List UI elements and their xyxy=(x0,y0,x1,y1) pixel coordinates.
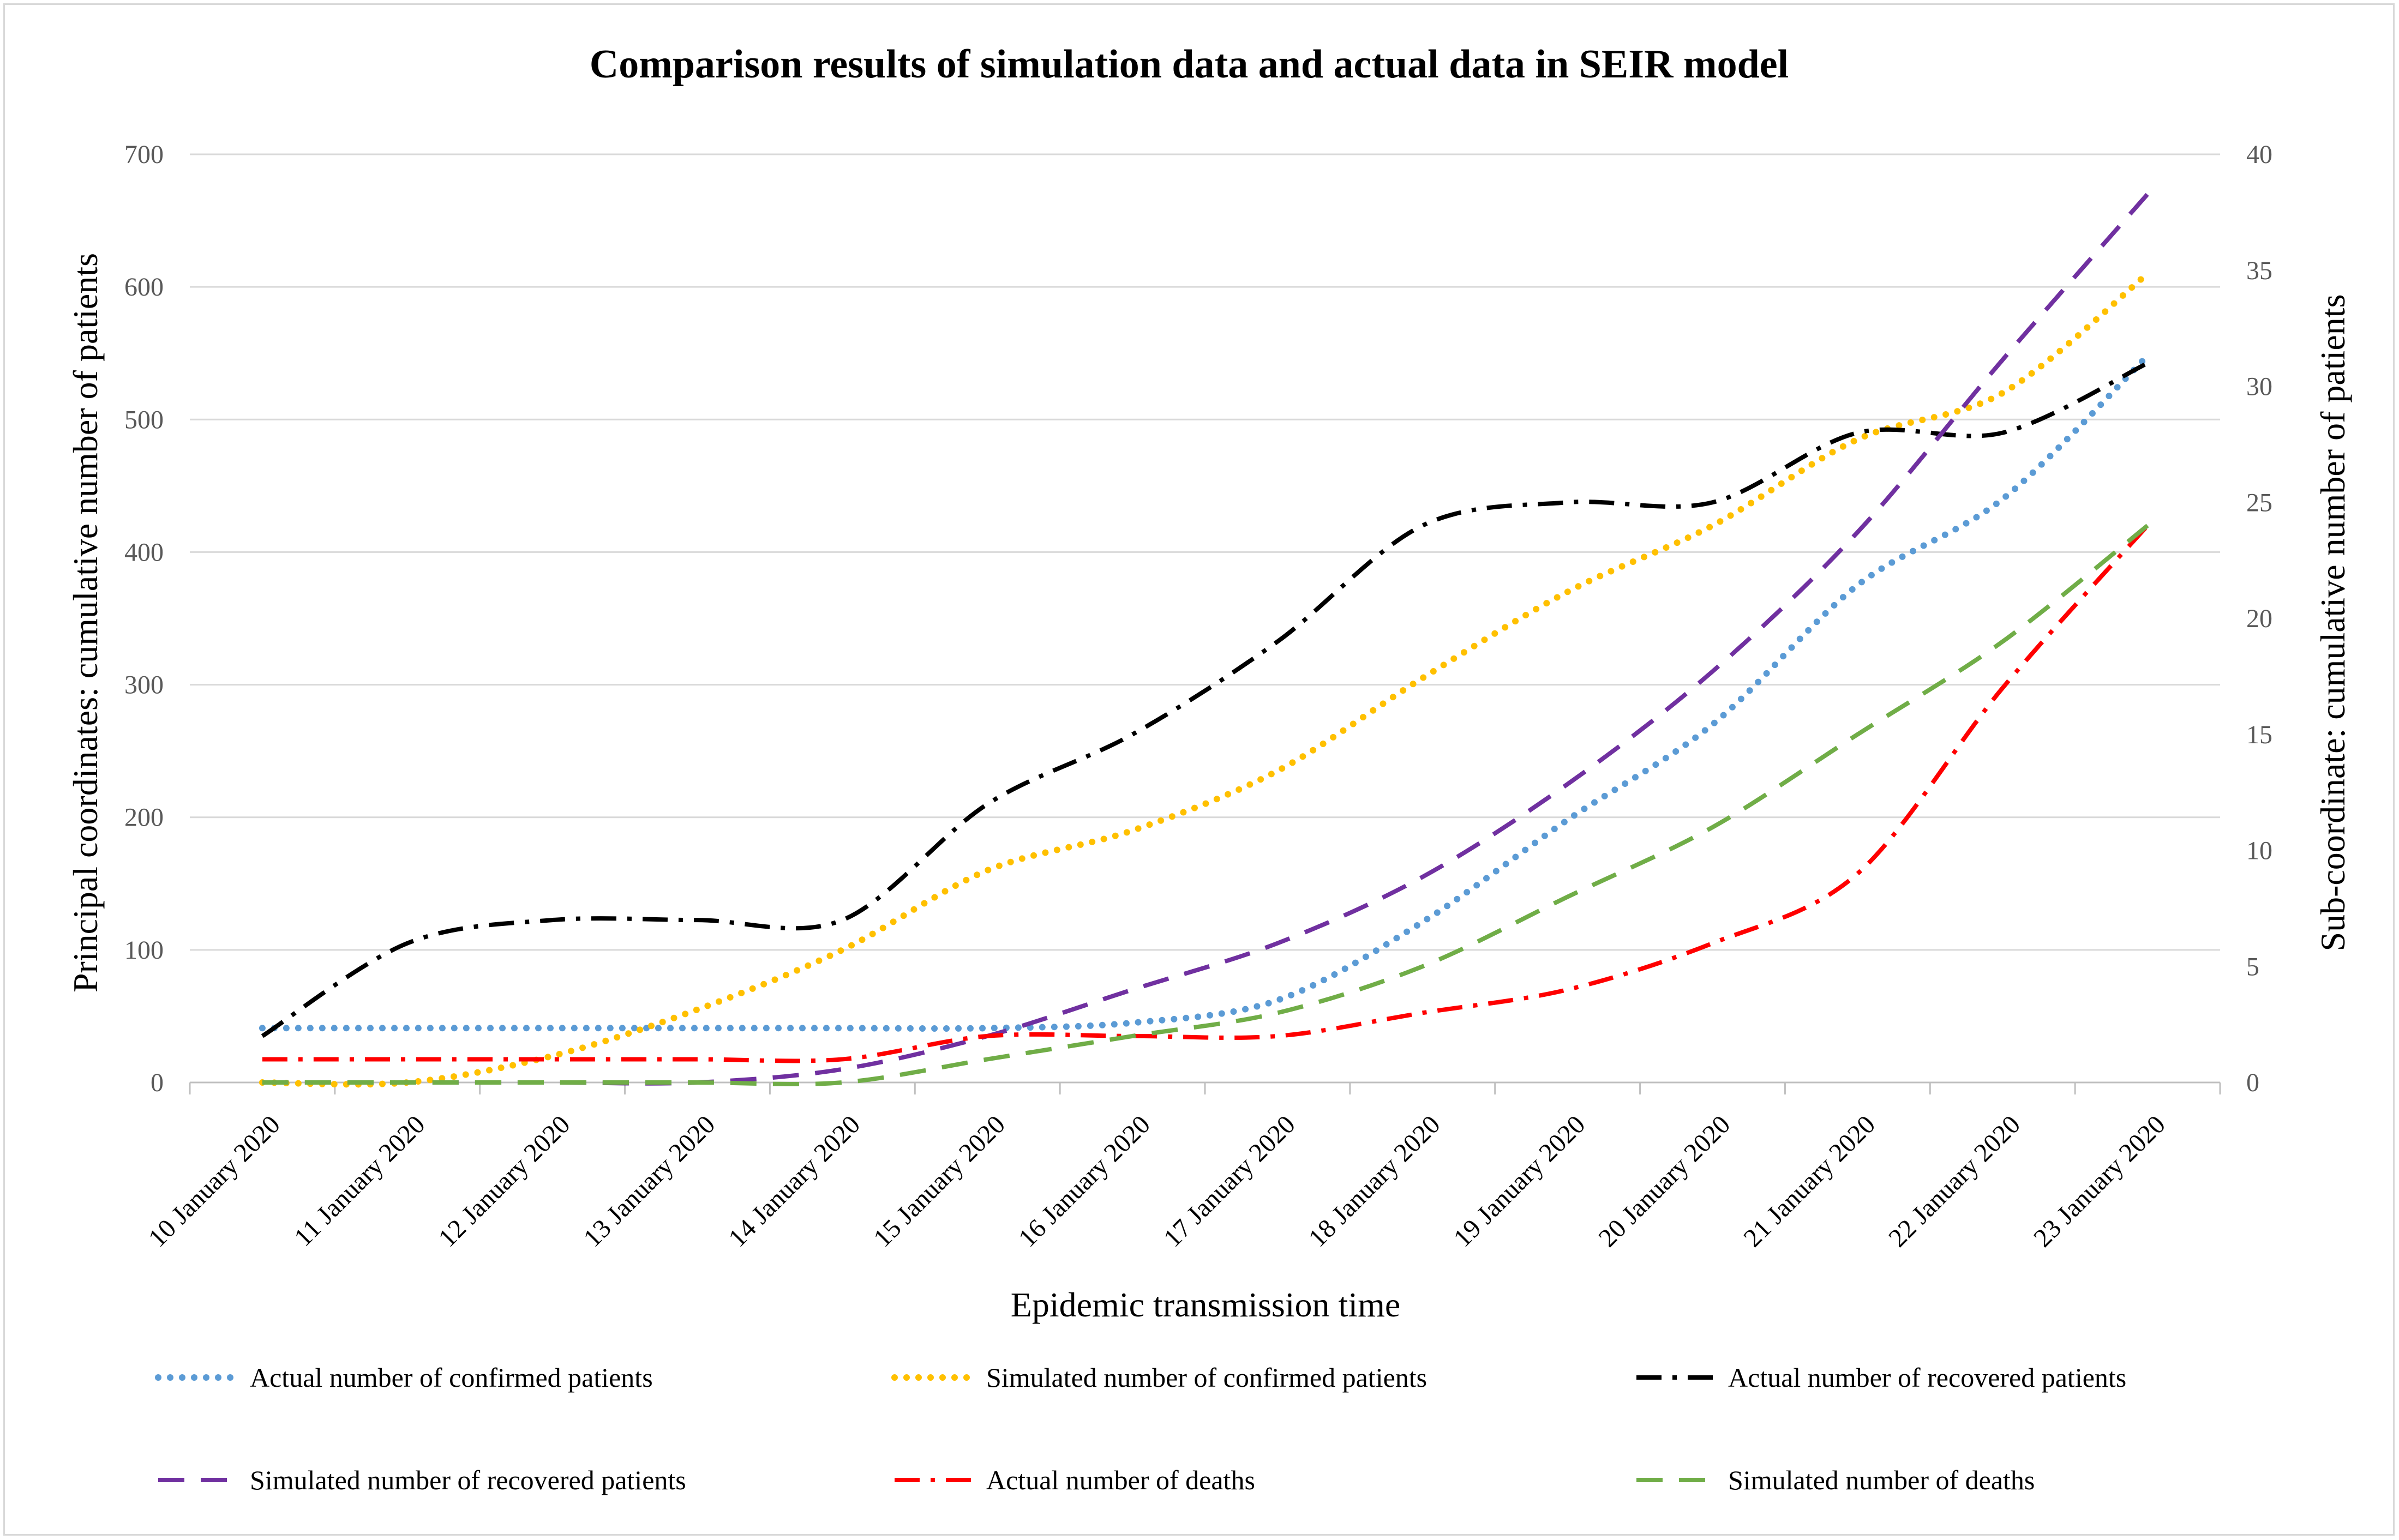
x-tick-label: 10 January 2020 xyxy=(143,1110,286,1253)
y-tick-label: 700 xyxy=(124,140,164,169)
y2-axis-title: Sub-coordinate: cumulative number of pat… xyxy=(2313,294,2352,952)
legend: Actual number of confirmed patients Simul… xyxy=(155,1362,2126,1495)
x-tick-label: 13 January 2020 xyxy=(578,1110,721,1253)
y-tick-label: 600 xyxy=(124,273,164,302)
x-tick-label: 11 January 2020 xyxy=(289,1110,431,1252)
x-tick-label: 19 January 2020 xyxy=(1448,1110,1591,1253)
series-line-6 xyxy=(262,524,2149,1087)
x-tick-label: 18 January 2020 xyxy=(1303,1110,1446,1253)
x-tick-label: 16 January 2020 xyxy=(1013,1110,1156,1253)
y-tick-label: 500 xyxy=(124,405,164,434)
y2-tick-label: 5 xyxy=(2246,952,2259,981)
legend-label: Actual number of deaths xyxy=(986,1465,1255,1495)
y2-tick-label: 20 xyxy=(2246,604,2272,633)
y-tick-label: 100 xyxy=(124,936,164,965)
legend-label: Simulated number of confirmed patients xyxy=(986,1362,1427,1393)
series-line-4 xyxy=(262,192,2150,1086)
y2-tick-label: 35 xyxy=(2246,256,2272,285)
y2-tick-label: 0 xyxy=(2246,1068,2259,1097)
y2-tick-label: 40 xyxy=(2246,140,2272,169)
x-tick-label: 15 January 2020 xyxy=(868,1110,1011,1253)
x-tick-label: 22 January 2020 xyxy=(1883,1110,2026,1253)
x-tick-label: 17 January 2020 xyxy=(1158,1110,1301,1253)
series-line-2 xyxy=(259,270,2151,1088)
legend-label: Simulated number of recovered patients xyxy=(250,1465,686,1495)
x-axis-title: Epidemic transmission time xyxy=(1011,1285,1401,1324)
y2-tick-label: 15 xyxy=(2246,720,2272,749)
x-tick-label: 21 January 2020 xyxy=(1738,1110,1881,1253)
x-tick-label: 12 January 2020 xyxy=(433,1110,576,1253)
y2-tick-label: 25 xyxy=(2246,488,2272,517)
legend-label: Simulated number of deaths xyxy=(1728,1465,2035,1495)
y-tick-label: 0 xyxy=(151,1068,164,1097)
series-line-1 xyxy=(259,352,2151,1032)
y2-tick-label: 30 xyxy=(2246,372,2272,401)
y-tick-label: 200 xyxy=(124,803,164,832)
chart-frame xyxy=(3,3,2395,1536)
x-tick-label: 14 January 2020 xyxy=(723,1110,866,1253)
grid-layer xyxy=(190,153,2220,1084)
chart-title: Comparison results of simulation data an… xyxy=(590,42,1789,87)
legend-label: Actual number of recovered patients xyxy=(1728,1362,2126,1393)
y2-tick-label: 10 xyxy=(2246,837,2272,865)
legend-label: Actual number of confirmed patients xyxy=(250,1362,653,1393)
x-tick-label: 20 January 2020 xyxy=(1593,1110,1736,1253)
x-tick-label: 23 January 2020 xyxy=(2028,1110,2171,1253)
y-tick-label: 300 xyxy=(124,671,164,700)
y-tick-label: 400 xyxy=(124,538,164,567)
y-axis-title: Principal coordinates: cumulative number… xyxy=(66,253,105,992)
series-layer xyxy=(259,192,2151,1088)
series-line-3 xyxy=(261,361,2149,1038)
series-line-5 xyxy=(262,524,2150,1063)
